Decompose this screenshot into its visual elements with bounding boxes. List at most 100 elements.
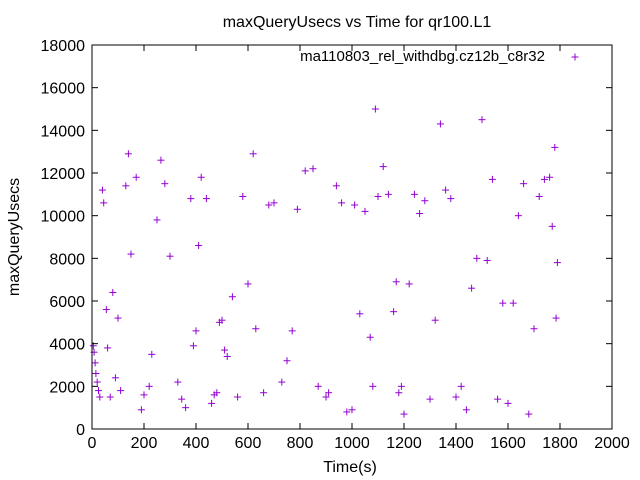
y-tick-label: 4000 — [49, 337, 85, 354]
data-point — [322, 393, 330, 401]
data-point — [504, 399, 512, 407]
plot-area — [89, 105, 561, 418]
data-point — [92, 370, 100, 378]
data-point — [260, 389, 268, 397]
data-point — [379, 163, 387, 171]
legend-marker-icon — [571, 53, 579, 61]
data-point — [384, 190, 392, 198]
y-tick-label: 2000 — [49, 379, 85, 396]
data-point — [374, 192, 382, 200]
y-tick-label: 0 — [76, 422, 85, 439]
data-point — [356, 310, 364, 318]
data-point — [228, 293, 236, 301]
data-point — [309, 165, 317, 173]
data-point — [104, 344, 112, 352]
data-point — [278, 378, 286, 386]
data-point — [249, 150, 257, 158]
y-tick-label: 6000 — [49, 294, 85, 311]
data-point — [124, 150, 132, 158]
x-axis: 0 200 400 600 800 1000 1200 1400 1600 1800 2000 — [88, 45, 630, 452]
data-point — [351, 201, 359, 209]
data-point — [223, 352, 231, 360]
data-point — [182, 404, 190, 412]
data-point — [178, 395, 186, 403]
data-point — [530, 325, 538, 333]
data-point — [400, 410, 408, 418]
data-point — [145, 382, 153, 390]
data-point — [416, 210, 424, 218]
legend-marker — [571, 53, 579, 61]
data-point — [117, 387, 125, 395]
y-tick-label: 18000 — [41, 38, 86, 55]
data-point — [473, 254, 481, 262]
data-point — [166, 252, 174, 260]
data-point — [195, 242, 203, 250]
data-point — [270, 199, 278, 207]
data-point — [102, 306, 110, 314]
data-point — [244, 280, 252, 288]
data-point — [95, 387, 102, 395]
data-point — [431, 316, 439, 324]
data-point — [540, 175, 548, 183]
data-point — [452, 393, 460, 401]
data-point — [390, 308, 398, 316]
data-point — [488, 175, 496, 183]
data-point — [137, 406, 145, 414]
data-point — [197, 173, 205, 181]
y-axis: 0 2000 4000 6000 8000 10000 12000 14000 16000 180… — [41, 38, 612, 439]
data-point — [494, 395, 502, 403]
data-point — [509, 299, 517, 307]
data-point — [483, 256, 491, 264]
data-point — [252, 325, 260, 333]
x-tick-label: 600 — [235, 435, 262, 452]
x-tick-label: 2000 — [594, 435, 630, 452]
data-point — [514, 212, 522, 220]
data-point — [436, 120, 444, 128]
data-point — [314, 382, 322, 390]
data-point — [127, 250, 135, 258]
data-point — [457, 382, 465, 390]
data-point — [111, 374, 119, 382]
data-point — [132, 173, 140, 181]
data-point — [91, 359, 99, 367]
data-point — [442, 186, 450, 194]
data-point — [535, 192, 543, 200]
data-point — [551, 143, 559, 151]
data-point — [161, 180, 169, 188]
y-tick-label: 8000 — [49, 251, 85, 268]
data-point — [157, 156, 165, 164]
data-point — [361, 207, 369, 215]
legend: ma110803_rel_withdbg.cz12b_c8r32 — [300, 48, 579, 65]
y-tick-label: 14000 — [41, 123, 86, 140]
x-tick-label: 1200 — [386, 435, 422, 452]
data-point — [405, 280, 413, 288]
plot-frame — [91, 44, 613, 430]
data-point — [109, 288, 117, 296]
data-point — [96, 393, 104, 401]
data-point — [187, 195, 195, 203]
data-point — [192, 327, 200, 335]
data-point — [548, 222, 556, 230]
data-point — [106, 393, 114, 401]
data-point — [520, 180, 528, 188]
data-point — [153, 216, 161, 224]
data-point — [98, 186, 106, 194]
data-point — [447, 195, 455, 203]
data-point — [462, 406, 470, 414]
x-tick-label: 200 — [131, 435, 158, 452]
data-point — [426, 395, 434, 403]
data-point — [338, 199, 346, 207]
x-tick-label: 800 — [287, 435, 314, 452]
data-point — [392, 278, 400, 286]
chart-title: maxQueryUsecs vs Time for qr100.L1 — [223, 14, 492, 31]
data-point — [366, 333, 374, 341]
data-point — [122, 182, 130, 190]
x-tick-label: 1800 — [542, 435, 578, 452]
x-tick-label: 400 — [183, 435, 210, 452]
data-point — [395, 389, 403, 397]
x-tick-label: 1400 — [438, 435, 474, 452]
y-tick-label: 16000 — [41, 81, 86, 98]
x-tick-label: 1000 — [334, 435, 370, 452]
legend-label: ma110803_rel_withdbg.cz12b_c8r32 — [300, 48, 545, 65]
data-point — [397, 382, 405, 390]
